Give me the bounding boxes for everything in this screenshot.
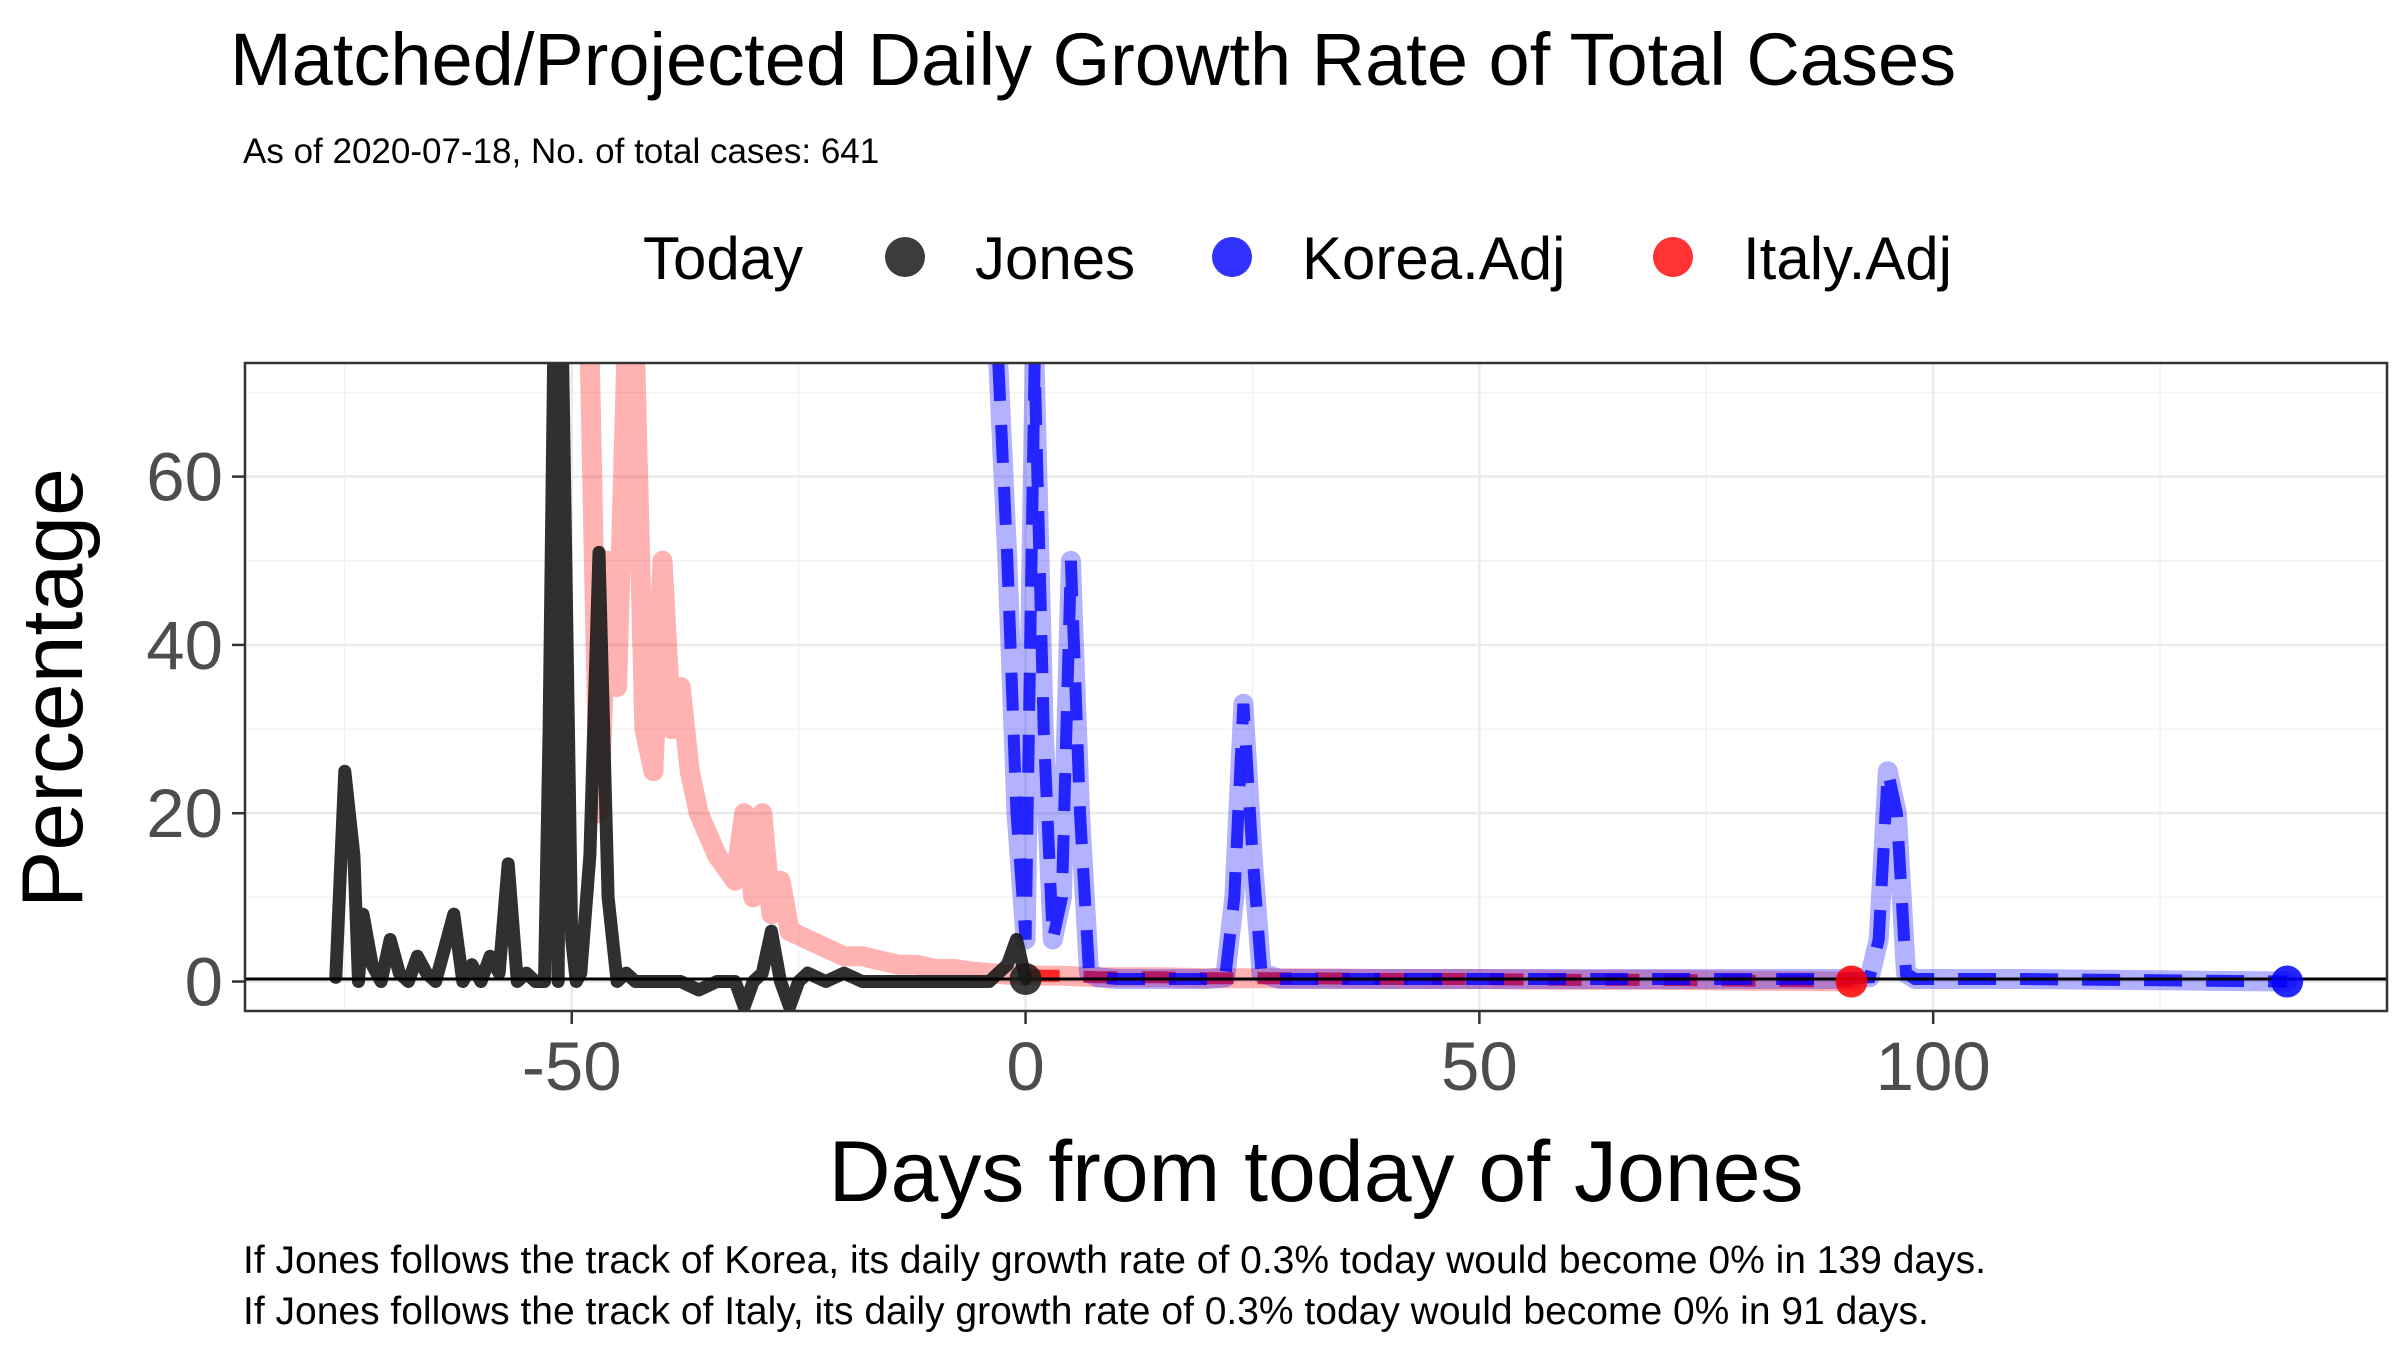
x-tick-label: 100 bbox=[1876, 1028, 1991, 1105]
today-point-korea-adj bbox=[2271, 965, 2304, 998]
today-point-jones bbox=[1009, 963, 1042, 996]
legend-label-korea: Korea.Adj bbox=[1302, 225, 1566, 292]
legend: Today Jones Korea.Adj Italy.Adj bbox=[643, 225, 1952, 292]
series-layer bbox=[245, 363, 2387, 1011]
y-tick-label: 60 bbox=[146, 439, 223, 516]
series-line-jones bbox=[329, 363, 1033, 1011]
legend-label-italy: Italy.Adj bbox=[1743, 225, 1952, 292]
x-axis-label: Days from today of Jones bbox=[828, 1124, 1803, 1220]
series-line-italy-adj-band bbox=[579, 363, 1862, 992]
axis-ticks: -50 0 50 100 0 20 40 60 bbox=[146, 439, 1990, 1105]
plot-panel-border bbox=[243, 361, 2389, 1013]
legend-key-jones bbox=[885, 237, 925, 277]
y-axis-label: Percentage bbox=[5, 468, 101, 908]
y-tick-label: 40 bbox=[146, 607, 223, 684]
legend-key-korea bbox=[1212, 237, 1252, 277]
chart-title: Matched/Projected Daily Growth Rate of T… bbox=[230, 18, 1956, 101]
legend-title: Today bbox=[643, 225, 803, 292]
annotation-korea: If Jones follows the track of Korea, its… bbox=[243, 1239, 1986, 1282]
x-tick-label: 0 bbox=[1006, 1028, 1044, 1105]
legend-label-jones: Jones bbox=[975, 225, 1135, 292]
today-point-italy-adj bbox=[1835, 965, 1868, 998]
annotation-italy: If Jones follows the track of Italy, its… bbox=[243, 1290, 1929, 1333]
x-tick-label: -50 bbox=[522, 1028, 622, 1105]
chart-subtitle: As of 2020-07-18, No. of total cases: 64… bbox=[243, 132, 879, 171]
y-tick-label: 20 bbox=[146, 775, 223, 852]
today-points bbox=[1009, 963, 2304, 998]
x-tick-label: 50 bbox=[1441, 1028, 1518, 1105]
series-line-korea-adj-band bbox=[988, 363, 2298, 992]
series-line-korea-adj bbox=[992, 363, 2288, 988]
y-tick-label: 0 bbox=[185, 944, 223, 1021]
legend-key-italy bbox=[1653, 237, 1693, 277]
